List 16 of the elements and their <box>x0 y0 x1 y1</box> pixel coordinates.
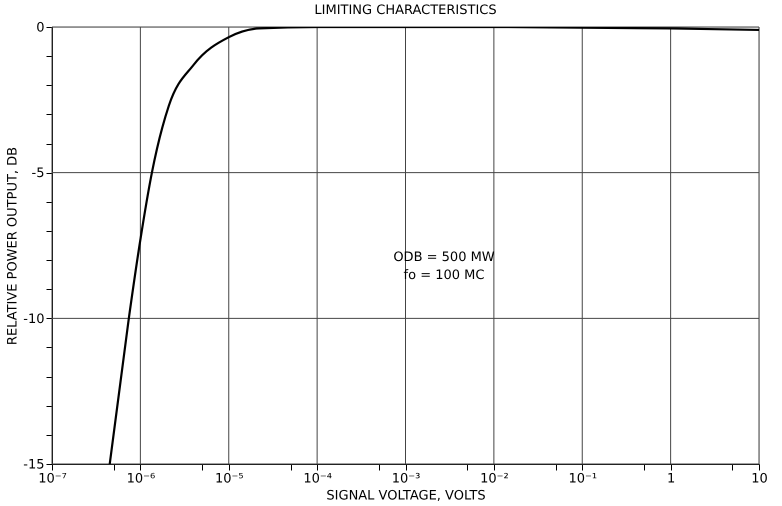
x-tick-label: 10⁻⁷ <box>38 472 67 486</box>
x-tick-label: 10⁻³ <box>392 472 420 486</box>
y-tick-label: 0 <box>36 20 44 36</box>
x-tick-label: 10⁻⁵ <box>214 472 244 486</box>
y-tick-label: -10 <box>23 312 44 327</box>
x-tick-label: 10⁻² <box>480 472 509 486</box>
y-tick-label: -5 <box>32 166 44 182</box>
x-tick-label: 1 <box>666 472 676 486</box>
x-tick-label: 10⁻⁴ <box>303 472 332 486</box>
x-tick-label: 10 <box>751 472 768 486</box>
chart-title: LIMITING CHARACTERISTICS <box>314 3 497 18</box>
x-axis-title: SIGNAL VOLTAGE, VOLTS <box>326 488 486 504</box>
y-tick-label: -15 <box>23 458 44 472</box>
x-tick-label: 10⁻⁶ <box>126 472 156 486</box>
y-axis-title: RELATIVE POWER OUTPUT, DB <box>5 146 20 346</box>
x-tick-label: 10⁻¹ <box>568 472 598 486</box>
